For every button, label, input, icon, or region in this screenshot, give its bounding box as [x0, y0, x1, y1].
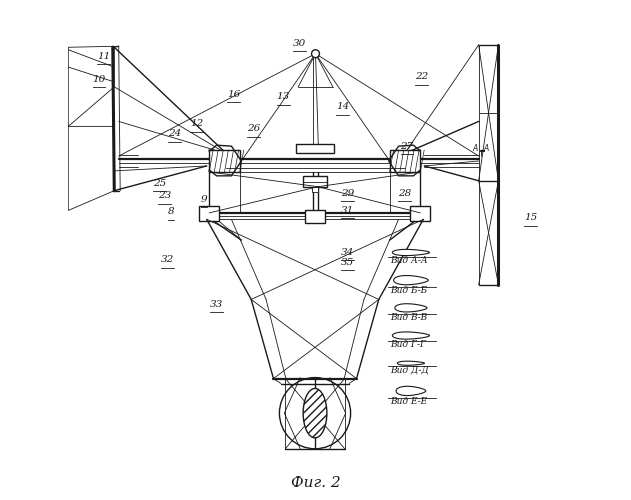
Text: 30: 30	[293, 39, 306, 48]
Ellipse shape	[303, 388, 327, 438]
Text: 15: 15	[524, 214, 537, 222]
Text: Вид Е-Е: Вид Е-Е	[390, 396, 427, 406]
Text: Вид В-В: Вид В-В	[390, 312, 427, 322]
Text: 27: 27	[400, 142, 413, 150]
Text: А: А	[473, 144, 478, 153]
Text: 11: 11	[97, 52, 110, 60]
Text: 34: 34	[341, 248, 354, 257]
Text: 10: 10	[92, 75, 105, 84]
Text: 25: 25	[153, 179, 167, 188]
Text: 31: 31	[341, 206, 354, 215]
Bar	[303, 176, 327, 187]
Bar	[390, 150, 420, 172]
Polygon shape	[398, 361, 425, 366]
Text: 23: 23	[158, 191, 172, 200]
Text: 13: 13	[277, 92, 290, 101]
Text: 26: 26	[247, 124, 261, 134]
Text: 35: 35	[341, 258, 354, 267]
Text: 12: 12	[190, 120, 203, 128]
Text: А: А	[483, 144, 488, 153]
Text: Вид Д-Д: Вид Д-Д	[390, 365, 428, 374]
Bar	[296, 144, 334, 153]
Polygon shape	[392, 332, 430, 339]
Text: Вид Б-Б: Вид Б-Б	[390, 286, 427, 295]
Circle shape	[312, 50, 319, 58]
Text: Вид А-А: Вид А-А	[390, 256, 427, 265]
Text: 32: 32	[160, 256, 174, 264]
Text: 29: 29	[341, 188, 354, 198]
Bar	[410, 206, 430, 222]
Text: 24: 24	[168, 130, 181, 138]
Text: 9: 9	[201, 194, 207, 203]
Bar	[305, 210, 326, 223]
Text: 22: 22	[415, 72, 428, 82]
Text: 33: 33	[210, 300, 223, 309]
Text: Вид Г-Г: Вид Г-Г	[390, 340, 426, 348]
Text: 28: 28	[398, 188, 411, 198]
Text: 16: 16	[227, 90, 240, 99]
Polygon shape	[392, 250, 430, 256]
Bar	[199, 206, 219, 222]
Bar	[312, 187, 319, 192]
Text: 14: 14	[336, 102, 350, 111]
Polygon shape	[396, 386, 426, 396]
Text: 8: 8	[168, 208, 174, 216]
Polygon shape	[394, 276, 428, 285]
Bar	[209, 150, 240, 172]
Text: Фиг. 2: Фиг. 2	[291, 476, 340, 490]
Polygon shape	[395, 304, 427, 312]
